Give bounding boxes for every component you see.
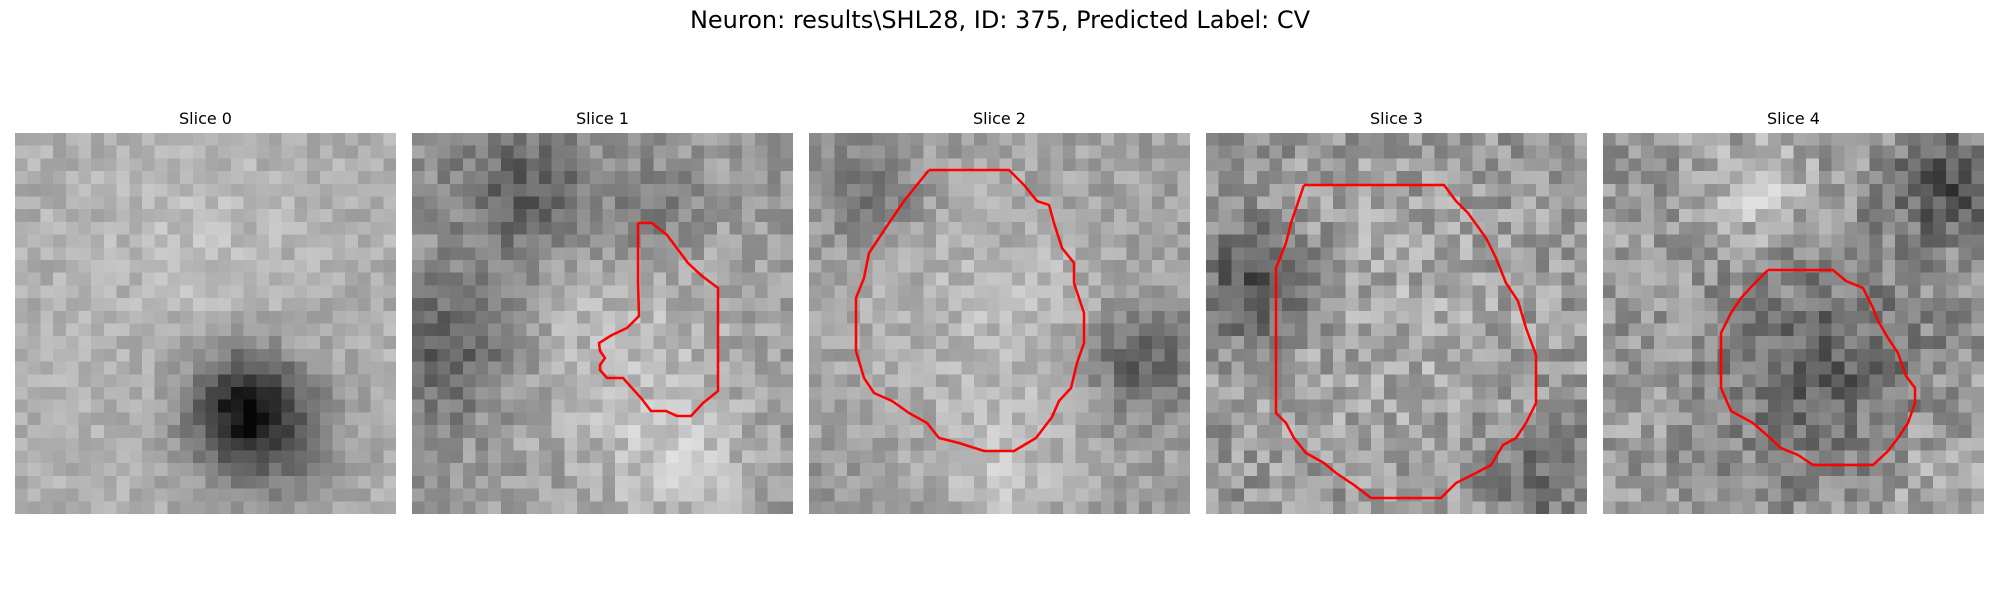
segmentation-contour-1 <box>597 221 720 418</box>
slice-panel-0: Slice 0 <box>15 108 396 514</box>
slice-title-0: Slice 0 <box>179 109 232 128</box>
slice-image-3 <box>1206 133 1587 514</box>
slice-panel-3: Slice 3 <box>1206 108 1587 514</box>
figure-title: Neuron: results\SHL28, ID: 375, Predicte… <box>689 6 1311 34</box>
contour-overlay-4 <box>1719 268 1917 467</box>
contour-overlay-1 <box>597 221 720 418</box>
slice-pixels-0 <box>15 133 396 514</box>
segmentation-contour-4 <box>1719 268 1917 467</box>
segmentation-contour-3 <box>1274 183 1538 500</box>
contour-overlay-2 <box>854 168 1086 453</box>
slice-image-0 <box>15 133 396 514</box>
slice-title-1: Slice 1 <box>576 109 629 128</box>
slice-panel-4: Slice 4 <box>1603 108 1984 514</box>
slice-image-2 <box>809 133 1190 514</box>
slice-image-4 <box>1603 133 1984 514</box>
slice-title-4: Slice 4 <box>1767 109 1820 128</box>
slice-pixels-1 <box>412 133 793 514</box>
slice-panel-2: Slice 2 <box>809 108 1190 514</box>
segmentation-contour-2 <box>854 168 1086 453</box>
slice-title-3: Slice 3 <box>1370 109 1423 128</box>
slice-title-2: Slice 2 <box>973 109 1026 128</box>
slice-image-1 <box>412 133 793 514</box>
slice-panel-1: Slice 1 <box>412 108 793 514</box>
contour-overlay-3 <box>1274 183 1538 500</box>
slice-pixels-4 <box>1603 133 1984 514</box>
